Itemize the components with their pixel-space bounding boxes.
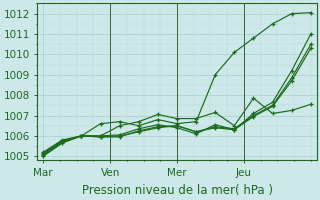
X-axis label: Pression niveau de la mer( hPa ): Pression niveau de la mer( hPa ) — [82, 184, 273, 197]
